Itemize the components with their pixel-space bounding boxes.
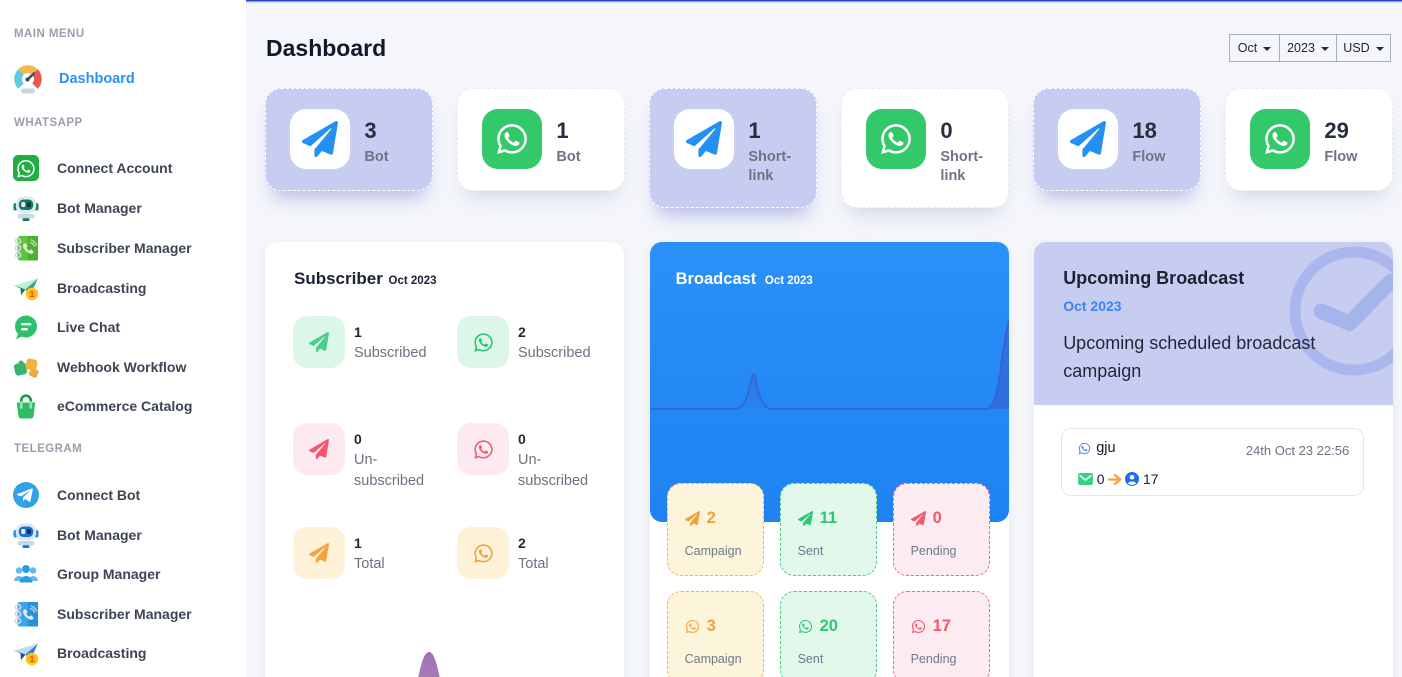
svg-text:1: 1 (30, 289, 35, 299)
svg-text:1: 1 (30, 654, 35, 664)
